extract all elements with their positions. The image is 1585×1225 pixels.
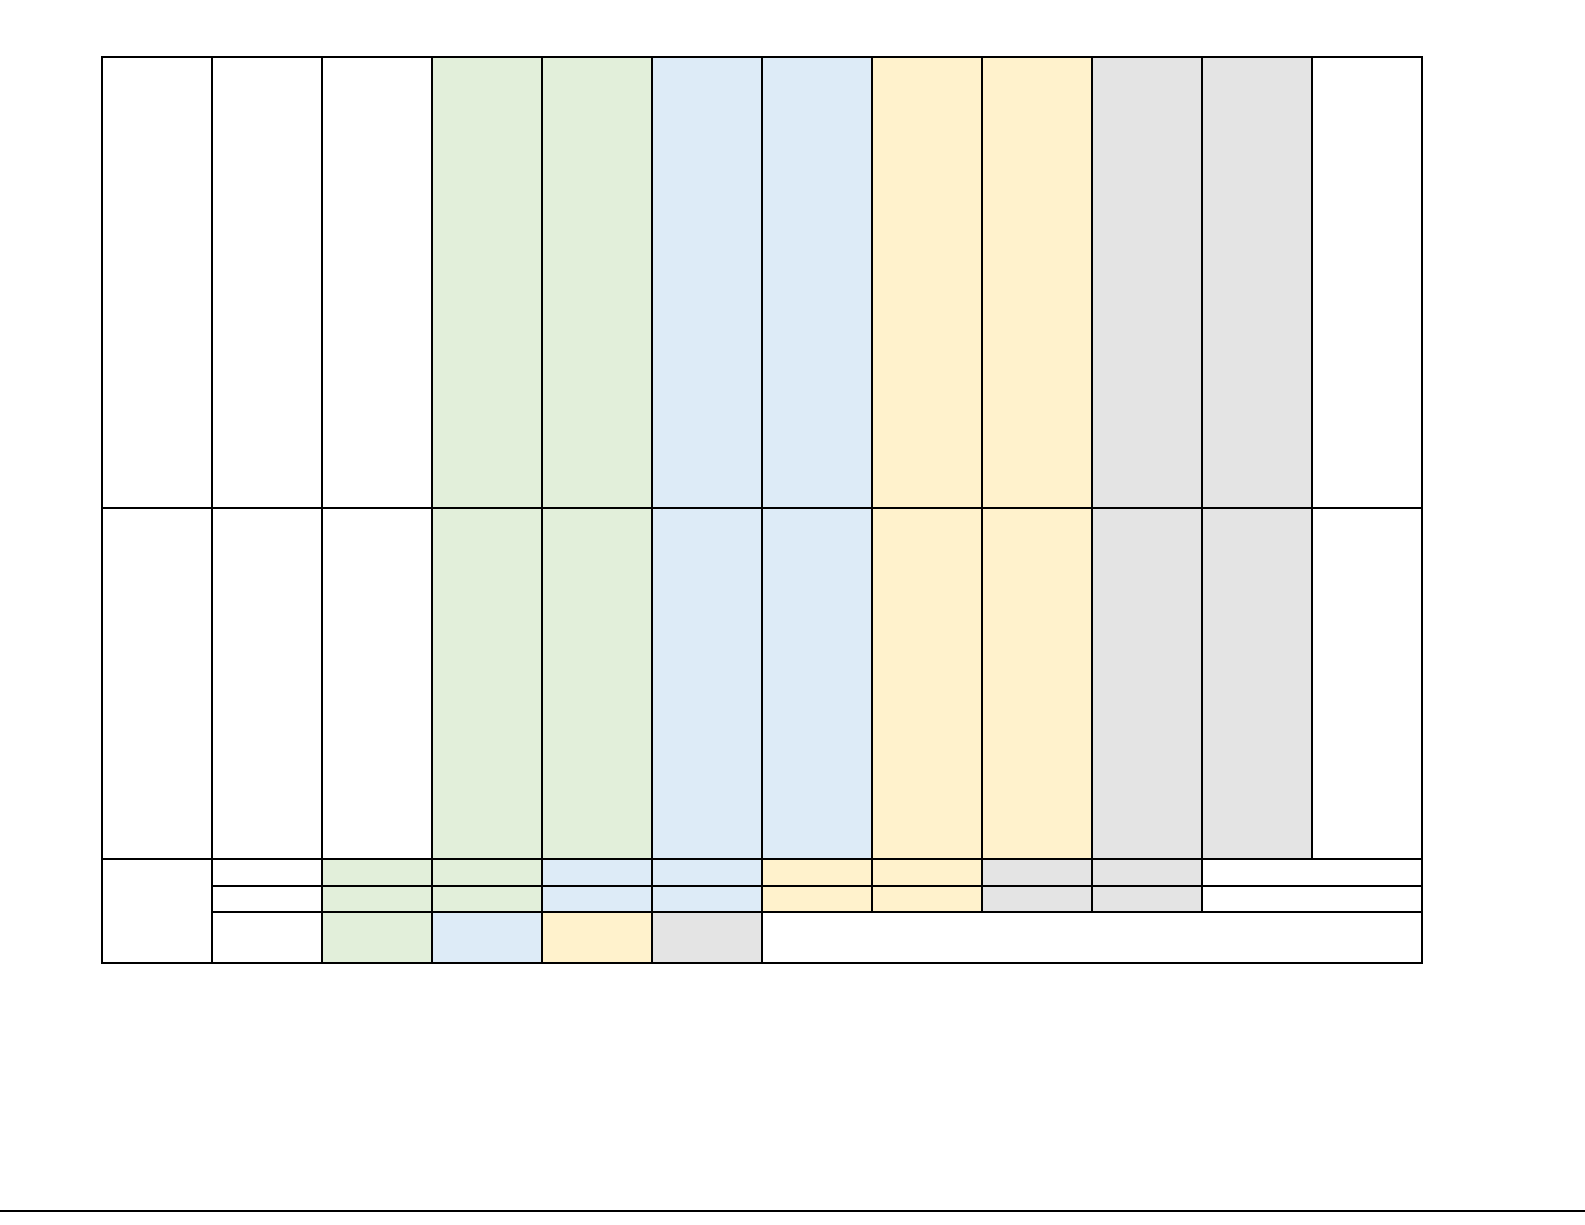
- table-cell-white: [211, 911, 323, 964]
- table-cell-gray: [981, 858, 1093, 887]
- table-cell-gray: [981, 885, 1093, 913]
- table-cell-white: [211, 858, 323, 887]
- table-cell-yellow: [871, 56, 983, 509]
- table-cell-yellow: [981, 56, 1093, 509]
- table-cell-green: [431, 507, 543, 860]
- table-cell-white: [101, 56, 213, 509]
- table-cell-green: [431, 858, 543, 887]
- table-cell-white: [1311, 507, 1423, 860]
- table-cell-blue: [651, 507, 763, 860]
- table-cell-blue: [651, 56, 763, 509]
- table-cell-green: [431, 885, 543, 913]
- table-cell-white: [211, 885, 323, 913]
- table-cell-white: [101, 507, 213, 860]
- table-cell-gray: [1091, 885, 1203, 913]
- table-cell-green: [431, 56, 543, 509]
- table-cell-blue: [651, 858, 763, 887]
- table-cell-white: [1201, 858, 1423, 887]
- table-cell-yellow: [761, 885, 873, 913]
- table-cell-white: [1311, 56, 1423, 509]
- table-cell-blue: [541, 885, 653, 913]
- table-cell-white: [761, 911, 1423, 964]
- table-cell-blue: [761, 507, 873, 860]
- table-cell-blue: [541, 858, 653, 887]
- table-cell-gray: [1091, 858, 1203, 887]
- table-cell-yellow: [541, 911, 653, 964]
- table-cell-gray: [651, 911, 763, 964]
- table-cell-yellow: [871, 858, 983, 887]
- table-cell-yellow: [871, 507, 983, 860]
- table-cell-white: [321, 507, 433, 860]
- table-cell-yellow: [981, 507, 1093, 860]
- table-cell-blue: [431, 911, 543, 964]
- table-cell-white: [211, 56, 323, 509]
- table-cell-gray: [1201, 56, 1313, 509]
- page-bottom-rule: [0, 1210, 1585, 1212]
- table-cell-green: [321, 858, 433, 887]
- table-cell-gray: [1201, 507, 1313, 860]
- table-cell-white: [1201, 885, 1423, 913]
- table-cell-gray: [1091, 507, 1203, 860]
- table-cell-green: [321, 885, 433, 913]
- table-cell-gray: [1091, 56, 1203, 509]
- table-cell-green: [321, 911, 433, 964]
- table-cell-green: [541, 507, 653, 860]
- table-cell-white: [101, 858, 213, 964]
- table-cell-green: [541, 56, 653, 509]
- table-cell-blue: [761, 56, 873, 509]
- table-cell-yellow: [761, 858, 873, 887]
- table-cell-white: [321, 56, 433, 509]
- table-cell-white: [211, 507, 323, 860]
- table-cell-yellow: [871, 885, 983, 913]
- table-cell-blue: [651, 885, 763, 913]
